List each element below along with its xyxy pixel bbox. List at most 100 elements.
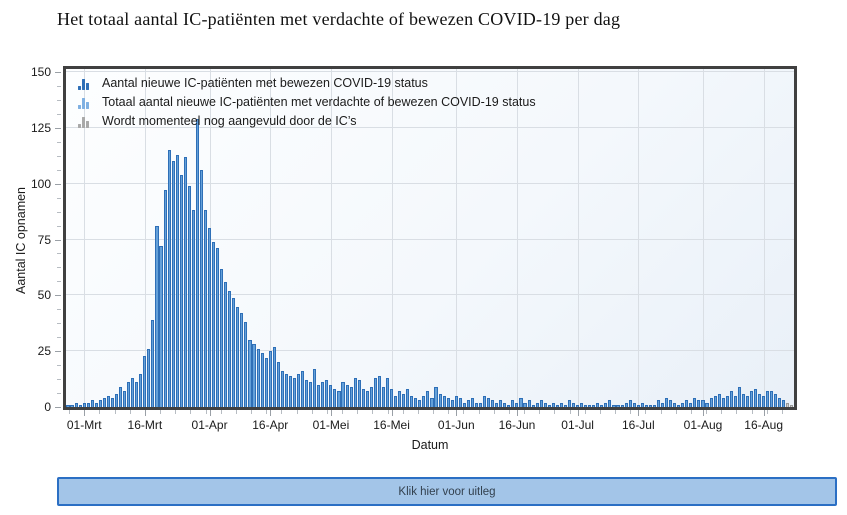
- bar[interactable]: [256, 348, 260, 407]
- bar[interactable]: [86, 402, 90, 407]
- bar[interactable]: [543, 402, 547, 407]
- bar[interactable]: [462, 402, 466, 407]
- bar[interactable]: [665, 398, 669, 407]
- bar[interactable]: [398, 391, 402, 407]
- bar[interactable]: [151, 319, 155, 407]
- bar[interactable]: [179, 174, 183, 407]
- bar[interactable]: [511, 400, 515, 407]
- bar[interactable]: [292, 377, 297, 407]
- bar[interactable]: [580, 402, 584, 407]
- bar[interactable]: [377, 375, 381, 407]
- bar[interactable]: [572, 402, 576, 407]
- bar[interactable]: [555, 404, 559, 407]
- bar[interactable]: [584, 404, 588, 407]
- bar[interactable]: [361, 389, 365, 407]
- bar[interactable]: [608, 400, 612, 407]
- bar[interactable]: [240, 313, 244, 407]
- bar[interactable]: [677, 404, 681, 407]
- bar[interactable]: [660, 402, 665, 407]
- bar[interactable]: [163, 190, 167, 407]
- bar[interactable]: [491, 400, 495, 407]
- uitleg-button[interactable]: Klik hier voor uitleg: [57, 477, 837, 506]
- bar[interactable]: [296, 373, 301, 407]
- bar[interactable]: [673, 402, 677, 407]
- bar[interactable]: [693, 398, 697, 407]
- bar[interactable]: [94, 402, 98, 407]
- bar[interactable]: [102, 398, 106, 407]
- bar[interactable]: [337, 391, 341, 407]
- bar[interactable]: [402, 393, 406, 407]
- bar[interactable]: [592, 404, 596, 407]
- bar[interactable]: [539, 400, 543, 407]
- bar[interactable]: [713, 395, 717, 407]
- bar[interactable]: [422, 395, 426, 407]
- bar[interactable]: [183, 156, 187, 407]
- bar[interactable]: [515, 402, 519, 407]
- bar[interactable]: [778, 398, 782, 407]
- bar[interactable]: [523, 402, 527, 407]
- bar[interactable]: [82, 402, 86, 407]
- bar[interactable]: [737, 386, 741, 407]
- bar[interactable]: [446, 398, 450, 407]
- bar[interactable]: [612, 404, 616, 407]
- bar[interactable]: [394, 395, 398, 407]
- bar[interactable]: [745, 395, 749, 407]
- bar[interactable]: [276, 362, 280, 407]
- bar[interactable]: [628, 400, 632, 407]
- bar[interactable]: [119, 386, 123, 407]
- bar[interactable]: [454, 395, 458, 407]
- bar[interactable]: [576, 404, 580, 407]
- legend-item-totaal[interactable]: Totaal aantal nieuwe IC-patiënten met ve…: [78, 95, 536, 109]
- bar[interactable]: [474, 402, 479, 407]
- bar[interactable]: [260, 353, 264, 407]
- bar[interactable]: [187, 185, 191, 407]
- bar[interactable]: [503, 402, 507, 407]
- bar[interactable]: [385, 377, 390, 407]
- bar[interactable]: [70, 404, 74, 407]
- bar[interactable]: [305, 380, 309, 407]
- bar[interactable]: [288, 375, 292, 407]
- bar[interactable]: [147, 348, 151, 407]
- bar[interactable]: [301, 371, 305, 407]
- bar[interactable]: [143, 355, 147, 407]
- bar[interactable]: [430, 398, 434, 407]
- bar[interactable]: [434, 386, 438, 407]
- bar[interactable]: [527, 400, 531, 407]
- bar[interactable]: [381, 386, 385, 407]
- bar[interactable]: [458, 398, 462, 407]
- bar[interactable]: [656, 400, 661, 407]
- bar[interactable]: [640, 402, 644, 407]
- bar[interactable]: [390, 389, 394, 407]
- bar[interactable]: [264, 357, 268, 407]
- bar-incomplete[interactable]: [786, 402, 790, 407]
- bar[interactable]: [191, 210, 195, 407]
- bar[interactable]: [442, 395, 446, 407]
- bar[interactable]: [357, 380, 361, 407]
- bar[interactable]: [531, 404, 535, 407]
- bar[interactable]: [466, 400, 470, 407]
- bar[interactable]: [701, 400, 705, 407]
- bar[interactable]: [616, 404, 620, 407]
- bar[interactable]: [470, 398, 474, 407]
- bar[interactable]: [563, 404, 567, 407]
- bar[interactable]: [317, 384, 321, 407]
- bar[interactable]: [551, 402, 555, 407]
- bar[interactable]: [499, 400, 503, 407]
- bar[interactable]: [167, 150, 171, 407]
- bar[interactable]: [232, 297, 236, 407]
- bar[interactable]: [758, 393, 762, 407]
- bar-incomplete[interactable]: [790, 404, 794, 407]
- bar[interactable]: [345, 384, 349, 407]
- bar[interactable]: [90, 400, 94, 407]
- bar[interactable]: [681, 402, 685, 407]
- bar[interactable]: [685, 400, 689, 407]
- bar[interactable]: [438, 393, 442, 407]
- legend-item-aangevuld[interactable]: Wordt momenteel nog aangevuld door de IC…: [78, 114, 536, 128]
- bar[interactable]: [414, 398, 418, 407]
- bar[interactable]: [426, 391, 430, 407]
- bar[interactable]: [620, 404, 624, 407]
- bar[interactable]: [636, 404, 640, 407]
- bar[interactable]: [98, 400, 102, 407]
- bar[interactable]: [483, 395, 487, 407]
- bar[interactable]: [155, 226, 159, 407]
